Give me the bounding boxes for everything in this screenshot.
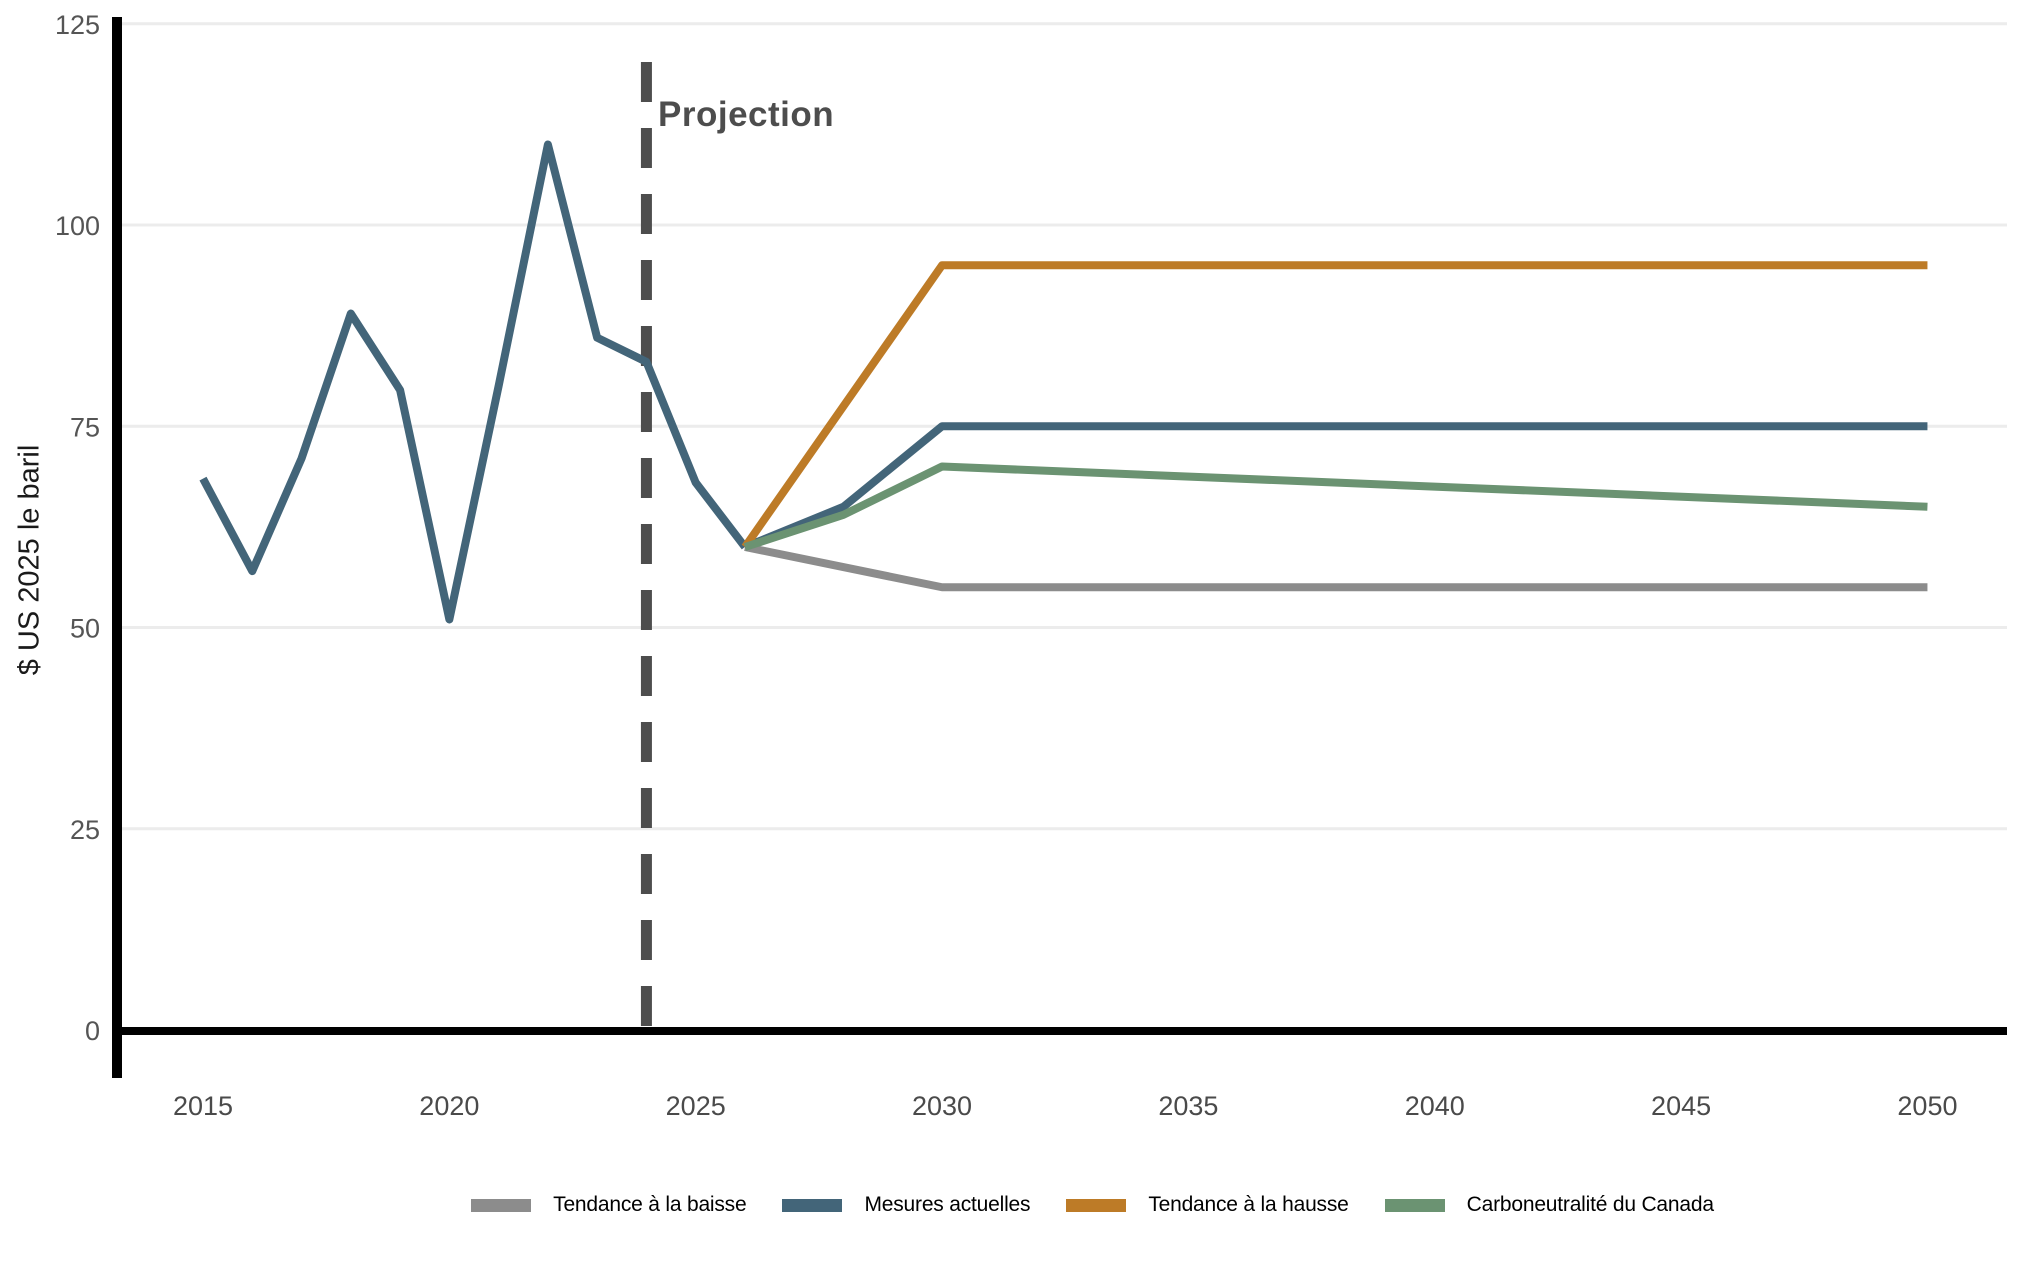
x-axis-line xyxy=(112,1027,2007,1035)
y-tick-label: 50 xyxy=(70,614,100,644)
x-tick-label: 2045 xyxy=(1651,1091,1711,1121)
x-tick-label: 2035 xyxy=(1158,1091,1218,1121)
legend-swatch xyxy=(1384,1198,1445,1212)
legend-item: Carboneutralité du Canada xyxy=(1384,1193,1714,1217)
y-axis-spine xyxy=(112,17,122,1078)
series-line-carboneutralite xyxy=(743,462,1928,551)
x-tick-label: 2025 xyxy=(666,1091,726,1121)
y-tick-label: 25 xyxy=(70,815,100,845)
x-tick-label: 2050 xyxy=(1897,1091,1957,1121)
legend-label: Carboneutralité du Canada xyxy=(1466,1193,1714,1216)
series-line-mesures-actuelles xyxy=(743,422,1928,551)
legend-item: Tendance à la baisse xyxy=(471,1193,747,1217)
x-tick-label: 2040 xyxy=(1405,1091,1465,1121)
series-line-tendance-hausse xyxy=(741,261,1928,550)
series-line-tendance-baisse xyxy=(744,543,1928,592)
y-tick-label: 0 xyxy=(85,1016,100,1046)
x-tick-label: 2015 xyxy=(173,1091,233,1121)
legend-swatch xyxy=(471,1198,532,1212)
y-tick-label: 100 xyxy=(55,211,100,241)
legend-swatch xyxy=(782,1198,843,1212)
x-tick-label: 2030 xyxy=(912,1091,972,1121)
legend-swatch xyxy=(1066,1198,1127,1212)
x-tick-label: 2020 xyxy=(419,1091,479,1121)
y-axis-title: $ US 2025 le baril xyxy=(13,444,46,676)
y-tick-label: 75 xyxy=(70,412,100,442)
legend-label: Tendance à la baisse xyxy=(553,1193,747,1216)
projection-annotation: Projection xyxy=(658,95,835,134)
legend-item: Mesures actuelles xyxy=(782,1193,1031,1217)
chart-legend: Tendance à la baisse Mesures actuelles Ten… xyxy=(0,1193,2025,1217)
legend-item: Tendance à la hausse xyxy=(1066,1193,1349,1217)
y-tick-label: 125 xyxy=(55,10,100,40)
series-line-historique xyxy=(199,140,749,624)
legend-label: Tendance à la hausse xyxy=(1148,1193,1349,1216)
legend-label: Mesures actuelles xyxy=(864,1193,1031,1216)
